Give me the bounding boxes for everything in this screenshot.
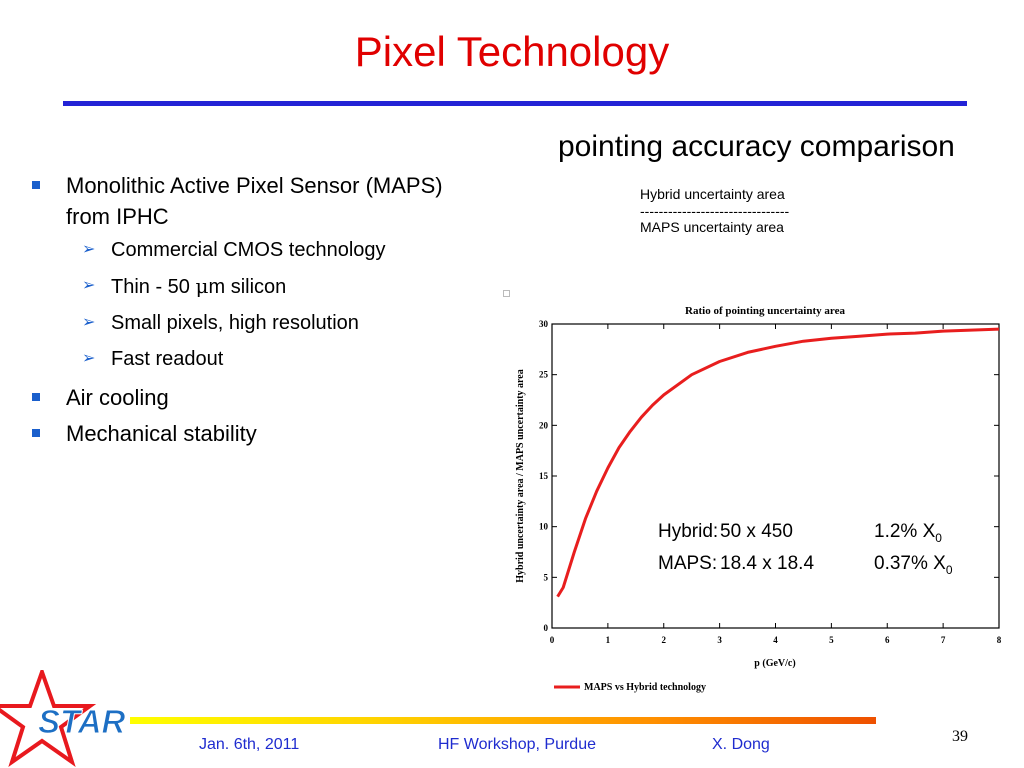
arrow-bullet-icon: ➢	[82, 314, 96, 331]
title-divider	[63, 101, 967, 106]
arrow-bullet-icon: ➢	[82, 350, 96, 367]
ratio-denominator: MAPS uncertainty area	[640, 219, 784, 235]
series-layer	[556, 327, 1000, 598]
y-tick-label: 15	[539, 471, 549, 481]
bullet-text: Monolithic Active Pixel Sensor (MAPS) fr…	[66, 173, 443, 229]
footer-event: HF Workshop, Purdue	[438, 736, 596, 753]
bullet-air-cooling: Air cooling	[30, 382, 490, 413]
y-tick-label: 20	[539, 420, 549, 430]
square-bullet-icon	[32, 393, 40, 401]
spec-maps-size: 18.4 x 18.4	[720, 552, 815, 574]
ratio-divider: --------------------------------	[640, 203, 790, 219]
sub-bullet-cmos: ➢ Commercial CMOS technology	[30, 237, 490, 263]
x-tick-label: 1	[606, 635, 611, 645]
x0-subscript: 0	[935, 530, 942, 545]
bullet-mechanical-stability: Mechanical stability	[30, 418, 490, 449]
square-bullet-icon	[32, 181, 40, 189]
x-tick-label: 0	[550, 635, 555, 645]
y-tick-label: 0	[544, 623, 549, 633]
star-icon	[0, 670, 97, 768]
x-tick-label: 6	[885, 635, 890, 645]
y-tick-label: 5	[544, 572, 549, 582]
sub-bullet-thin: ➢ Thin - 50 μm silicon	[30, 273, 490, 300]
ratio-numerator: Hybrid uncertainty area	[640, 186, 785, 202]
x-tick-label: 8	[997, 635, 1002, 645]
star-logo-text: STAR	[38, 703, 126, 740]
spec-hybrid-size: 50 x 450	[720, 521, 793, 542]
y-axis-label: Hybrid uncertainty area / MAPS uncertain…	[515, 369, 526, 583]
arrow-bullet-icon: ➢	[82, 241, 96, 258]
spec-maps: MAPS: 18.4 x 18.4 0.37% X0	[658, 551, 953, 583]
spec-hybrid-x0-value: 1.2% X	[874, 521, 936, 542]
sub-bullet-text: Small pixels, high resolution	[111, 312, 359, 334]
bullet-maps: Monolithic Active Pixel Sensor (MAPS) fr…	[30, 170, 490, 232]
y-tick-label: 25	[539, 370, 549, 380]
bullet-text: Air cooling	[66, 385, 169, 410]
legend-label: MAPS vs Hybrid technology	[584, 682, 706, 693]
square-bullet-icon	[32, 429, 40, 437]
pointing-ratio-chart: Ratio of pointing uncertainty area 05101…	[515, 305, 1002, 693]
sub-bullet-text: Commercial CMOS technology	[111, 239, 386, 261]
x-axis: 0 1 2 3 4 5 6 7 8	[550, 324, 1002, 645]
ratio-definition: Hybrid uncertainty area ----------------…	[640, 184, 789, 238]
slide-title: Pixel Technology	[354, 28, 670, 75]
x-axis-label: p (GeV/c)	[754, 658, 795, 669]
bullet-text: Mechanical stability	[66, 421, 257, 446]
sub-bullet-text-after: m silicon	[208, 276, 287, 298]
spec-maps-x0-value: 0.37% X	[874, 552, 946, 574]
sub-bullet-text-before: Thin - 50	[111, 276, 196, 298]
sub-bullet-text: Fast readout	[111, 348, 224, 370]
spec-hybrid-x0: 1.2% X0	[874, 519, 942, 551]
placeholder-marker	[503, 290, 510, 297]
y-tick-label: 10	[539, 522, 549, 532]
spec-hybrid-label: Hybrid:	[658, 521, 719, 542]
x0-subscript: 0	[945, 562, 953, 577]
page-number: 39	[952, 728, 968, 745]
sub-bullet-small-pixels: ➢ Small pixels, high resolution	[30, 310, 490, 336]
star-logo: STAR	[0, 670, 126, 768]
x-tick-label: 5	[829, 635, 834, 645]
sensor-specs: Hybrid:50 x 450 1.2% X0 MAPS: 18.4 x 18.4 0…	[658, 519, 953, 583]
sub-bullet-fast-readout: ➢ Fast readout	[30, 346, 490, 372]
spec-maps-x0: 0.37% X0	[874, 551, 953, 583]
series-line	[556, 327, 1000, 598]
footer-date: Jan. 6th, 2011	[199, 736, 300, 753]
spec-maps-label: MAPS:	[658, 552, 718, 574]
y-tick-label: 30	[539, 319, 549, 329]
x-tick-label: 7	[941, 635, 946, 645]
x-tick-label: 4	[773, 635, 778, 645]
mu-symbol: μ	[195, 274, 209, 298]
x-tick-label: 2	[662, 635, 667, 645]
x-tick-label: 3	[717, 635, 722, 645]
arrow-bullet-icon: ➢	[82, 277, 96, 294]
footer-bar	[130, 717, 876, 724]
chart-title: Ratio of pointing uncertainty area	[685, 305, 845, 317]
chart-heading: pointing accuracy comparison	[558, 130, 955, 163]
y-axis: 0 5 10 15 20 25 30	[539, 319, 999, 633]
footer-author: X. Dong	[712, 736, 770, 753]
bullet-list: Monolithic Active Pixel Sensor (MAPS) fr…	[30, 170, 490, 454]
spec-hybrid: Hybrid:50 x 450 1.2% X0	[658, 519, 953, 551]
